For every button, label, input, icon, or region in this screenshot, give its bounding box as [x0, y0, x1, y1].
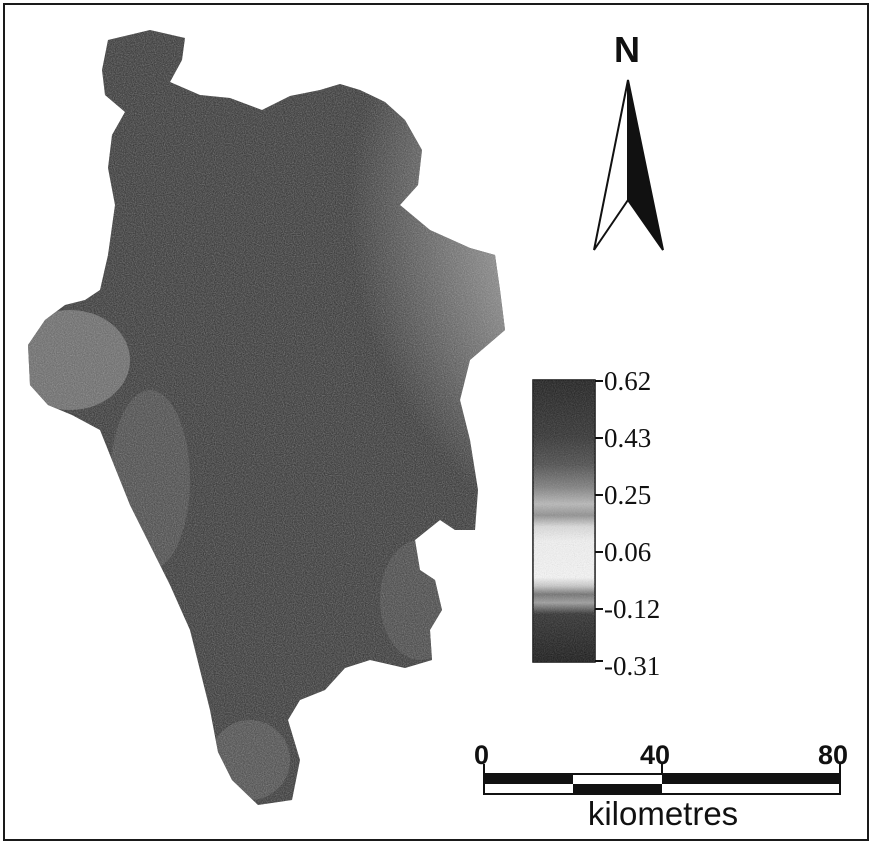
legend-label-min: -0.31 — [604, 651, 661, 681]
legend-label: 0.25 — [604, 480, 652, 510]
legend-label-max: 0.62 — [604, 366, 652, 396]
legend-label: 0.06 — [604, 537, 652, 567]
scale-tick-label: 0 — [474, 740, 490, 770]
legend-label: 0.43 — [604, 423, 652, 453]
scale-unit-label: kilometres — [587, 795, 739, 832]
scale-tick-label: 80 — [818, 740, 849, 770]
north-arrow-icon — [593, 79, 664, 251]
north-label: N — [614, 29, 640, 70]
scale-bar — [483, 764, 841, 795]
legend-ticks — [595, 380, 603, 662]
scale-tick-label: 40 — [640, 740, 671, 770]
legend-label: -0.12 — [604, 594, 661, 624]
legend-color-ramp — [532, 379, 596, 663]
